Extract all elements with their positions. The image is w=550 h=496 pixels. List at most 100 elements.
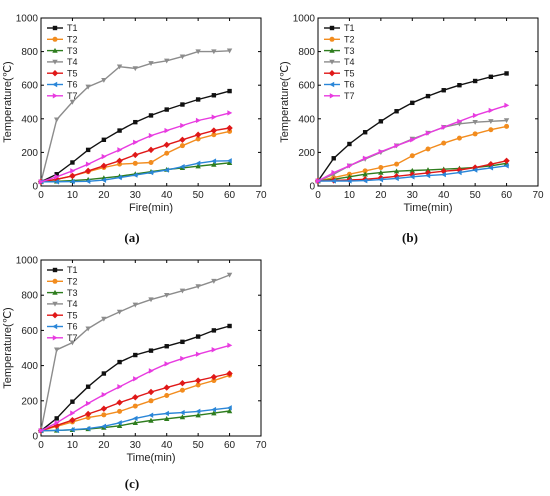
data-point-T6 [116, 174, 122, 181]
legend-label: T4 [344, 57, 355, 67]
data-point-T1 [195, 97, 201, 102]
data-point-T2 [394, 161, 400, 167]
data-point-T7 [331, 169, 337, 176]
data-point-T5 [194, 377, 202, 384]
data-point-T1 [85, 384, 91, 389]
data-point-T2 [85, 415, 91, 421]
x-tick-label: 50 [470, 190, 482, 201]
data-point-T1 [195, 334, 201, 339]
data-point-T6 [226, 405, 232, 411]
data-point-T6 [472, 167, 478, 173]
y-tick-label: 600 [21, 326, 38, 337]
data-point-T1 [331, 156, 336, 161]
data-point-T4 [195, 284, 201, 290]
data-point-T5 [84, 410, 92, 418]
y-tick-label: 0 [309, 182, 315, 193]
legend-label: T7 [344, 91, 355, 101]
data-point-T6 [132, 415, 138, 422]
y-tick-label: 0 [32, 182, 38, 193]
x-tick-label: 60 [224, 190, 236, 201]
data-point-T1 [347, 141, 352, 147]
series-T7 [38, 110, 233, 185]
data-point-T2 [362, 168, 368, 174]
x-tick-label: 40 [438, 190, 450, 201]
data-point-T1 [180, 339, 185, 345]
data-point-T6 [69, 178, 75, 185]
data-point-T7 [117, 384, 123, 390]
data-point-T4 [85, 326, 91, 332]
x-tick-label: 40 [161, 440, 173, 451]
data-point-T3 [226, 408, 233, 414]
y-axis-title: Temperature(℃) [279, 61, 291, 142]
data-point-T6 [331, 178, 336, 184]
chart-panel-c: 0 10 20 30 40 50 60 70 0 200 400 600 800 1000 Time(min… [2, 256, 267, 492]
series-T6 [38, 405, 232, 434]
legend-label: T1 [67, 265, 78, 275]
data-point-T6 [211, 158, 217, 164]
data-point-T4 [488, 119, 494, 125]
data-point-T6 [211, 406, 217, 413]
x-tick-label: 10 [344, 190, 356, 201]
legend-marker [52, 47, 58, 53]
data-point-T2 [148, 398, 154, 404]
data-point-T1 [117, 128, 122, 133]
plot-area-frame [40, 17, 262, 187]
data-point-T5 [69, 172, 76, 180]
data-point-T2 [211, 378, 217, 384]
series-T6 [38, 158, 232, 185]
data-point-T5 [194, 131, 202, 138]
data-point-T4 [116, 64, 123, 70]
data-point-T2 [227, 128, 233, 134]
x-tick-label: 20 [375, 190, 387, 201]
data-point-T2 [488, 127, 494, 133]
data-point-T2 [101, 412, 107, 418]
data-point-T7 [227, 110, 233, 116]
y-tick-label: 800 [298, 47, 315, 58]
data-point-T4 [164, 293, 170, 298]
legend-marker [329, 25, 335, 31]
data-point-T1 [164, 107, 169, 112]
data-point-T3 [378, 169, 384, 175]
data-point-T3 [393, 168, 400, 174]
data-point-T6 [179, 163, 185, 170]
data-point-T7 [133, 139, 138, 146]
legend-marker [52, 36, 58, 42]
data-point-T2 [179, 387, 185, 393]
data-point-T2 [441, 140, 447, 146]
data-point-T5 [163, 141, 170, 149]
data-point-T5 [210, 127, 218, 134]
data-point-T3 [425, 167, 431, 173]
data-point-T6 [85, 178, 91, 184]
data-point-T6 [54, 427, 59, 434]
data-point-T2 [164, 150, 170, 156]
data-point-T6 [441, 171, 446, 178]
x-tick-label: 0 [38, 440, 44, 451]
data-point-T1 [54, 416, 59, 421]
data-point-T4 [101, 316, 107, 322]
data-point-T1 [410, 100, 415, 106]
data-point-T7 [457, 118, 463, 125]
series-T1 [38, 323, 232, 433]
data-point-T7 [195, 117, 201, 124]
plot-area-frame [317, 17, 539, 187]
data-point-T2 [211, 132, 217, 138]
legend-marker [52, 25, 58, 31]
series-T4 [38, 48, 233, 185]
data-point-T1 [441, 88, 446, 93]
data-point-T5 [132, 151, 139, 159]
x-tick-label: 60 [224, 440, 236, 451]
legend-marker [52, 81, 58, 88]
x-tick-label: 30 [130, 440, 142, 451]
data-point-T7 [441, 124, 447, 130]
data-point-T4 [226, 48, 233, 54]
data-point-T5 [116, 157, 123, 164]
data-point-T1 [227, 323, 232, 329]
data-point-T1 [148, 113, 154, 118]
x-tick-label: 70 [255, 440, 267, 451]
data-point-T4 [69, 340, 76, 346]
data-point-T4 [132, 302, 138, 308]
data-point-T4 [179, 288, 186, 294]
data-point-T1 [457, 83, 462, 88]
